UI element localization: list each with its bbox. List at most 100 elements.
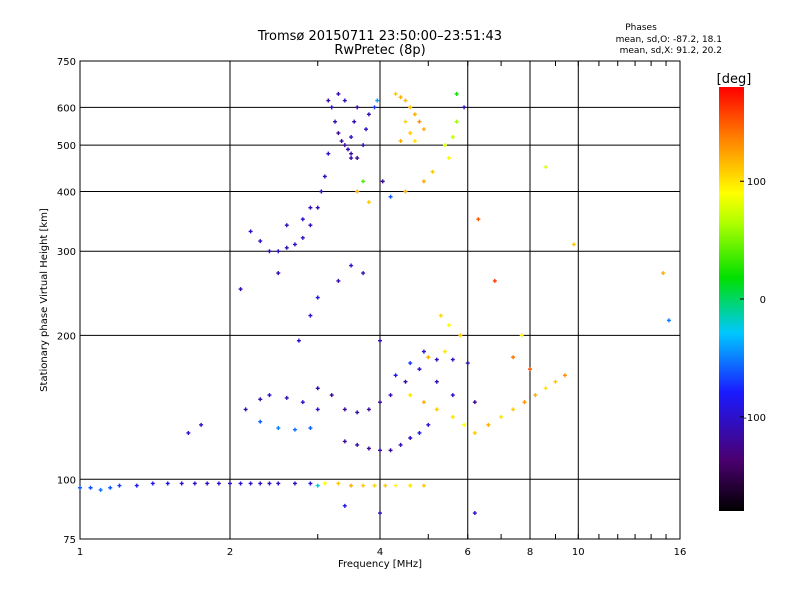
data-point (398, 139, 403, 144)
data-point (292, 427, 297, 432)
x-tick-label: 2 (227, 547, 233, 558)
data-point (342, 407, 347, 412)
data-point (519, 333, 524, 338)
phases-legend-title: Phases (625, 23, 657, 33)
data-point (336, 91, 341, 96)
data-point (336, 278, 341, 283)
phases-legend: Phases mean, sd,O: -87.2, 18.1 mean, sd,… (616, 23, 722, 56)
data-point (372, 105, 377, 110)
data-point (499, 414, 504, 419)
data-point (349, 151, 354, 156)
data-point (398, 442, 403, 447)
data-point (329, 393, 334, 398)
data-point (333, 119, 338, 124)
data-point (336, 481, 341, 486)
colorbar-tick-label: 100 (747, 177, 766, 188)
data-point (465, 361, 470, 366)
colorbar-tick-label: -100 (743, 413, 766, 424)
y-tick-label: 100 (57, 475, 76, 486)
data-point (430, 169, 435, 174)
x-tick-label: 16 (674, 547, 687, 558)
data-point (322, 174, 327, 179)
data-point (403, 119, 408, 124)
data-point (315, 386, 320, 391)
data-point (421, 127, 426, 132)
data-point (450, 135, 455, 140)
data-point (378, 448, 382, 453)
data-point (326, 151, 331, 156)
y-tick-label: 400 (57, 187, 76, 198)
data-point (108, 485, 113, 490)
data-point (378, 338, 382, 343)
data-point (248, 229, 253, 234)
data-point (472, 511, 477, 516)
data-point (342, 143, 347, 148)
data-point (438, 313, 443, 318)
data-point (296, 338, 301, 343)
data-point (533, 393, 538, 398)
data-point (388, 393, 393, 398)
data-point (562, 373, 567, 378)
data-point (355, 442, 360, 447)
data-point (571, 242, 576, 247)
data-point (398, 95, 403, 100)
data-point (186, 430, 191, 435)
colorbar (719, 87, 744, 511)
data-point (98, 487, 103, 492)
data-point (366, 112, 371, 117)
data-point (345, 147, 350, 152)
data-point (308, 426, 313, 431)
data-point (361, 179, 366, 184)
x-tick-label: 10 (572, 547, 585, 558)
data-point (284, 245, 289, 250)
data-point (393, 483, 398, 488)
data-point (408, 483, 413, 488)
data-point (378, 400, 382, 405)
data-point (417, 430, 422, 435)
data-point (412, 112, 417, 117)
data-point (117, 483, 122, 488)
data-point (248, 481, 253, 486)
x-tick-label: 6 (465, 547, 471, 558)
data-point (258, 397, 263, 402)
data-point (417, 367, 422, 372)
data-point (393, 91, 398, 96)
data-point (408, 435, 413, 440)
data-point (228, 481, 232, 486)
data-point (528, 367, 532, 372)
data-point (378, 511, 382, 516)
data-point (421, 483, 426, 488)
data-point (361, 143, 366, 148)
data-point (179, 481, 184, 486)
data-point (403, 189, 408, 194)
data-point (408, 131, 413, 136)
data-point (421, 349, 426, 354)
data-point (352, 119, 357, 124)
data-point (78, 485, 82, 490)
data-point (408, 105, 413, 110)
y-tick-label: 75 (63, 535, 76, 546)
data-point (292, 242, 297, 247)
data-point (408, 393, 413, 398)
data-point (258, 419, 263, 424)
data-point (388, 448, 393, 453)
data-point (522, 400, 527, 405)
colorbar-tick-label: 0 (760, 295, 766, 306)
data-point (243, 407, 248, 412)
data-point (349, 156, 354, 161)
data-point (666, 318, 671, 323)
data-point (472, 400, 477, 405)
data-point (355, 410, 360, 415)
x-axis-label: Frequency [MHz] (338, 559, 422, 570)
data-point (319, 189, 324, 194)
data-point (349, 483, 354, 488)
data-point (276, 249, 281, 254)
phases-legend-o: mean, sd,O: -87.2, 18.1 (616, 35, 722, 45)
data-point (375, 98, 380, 103)
data-point (366, 446, 371, 451)
data-point (661, 271, 666, 276)
y-tick-label: 600 (57, 103, 76, 114)
data-points (78, 91, 671, 516)
data-point (355, 156, 360, 161)
